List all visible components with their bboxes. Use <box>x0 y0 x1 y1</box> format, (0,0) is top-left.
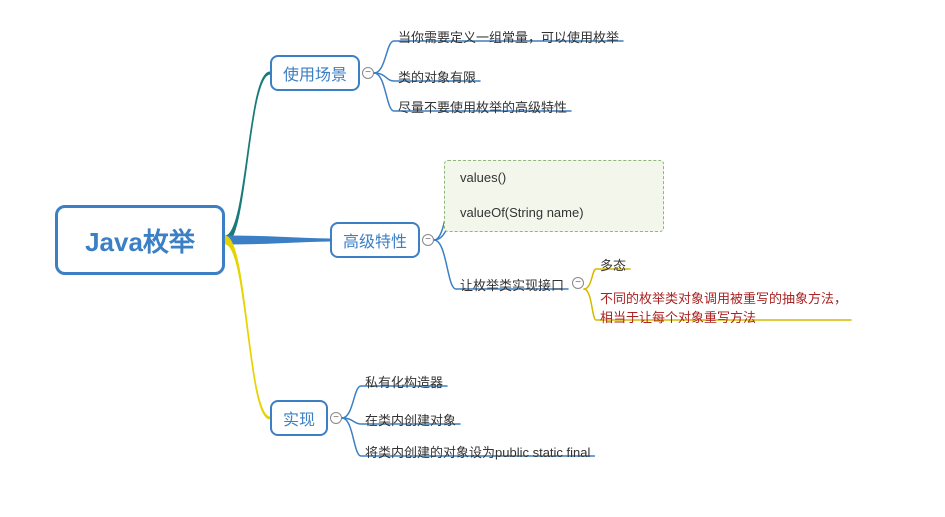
leaf-impl-0[interactable]: 私有化构造器 <box>365 372 443 391</box>
branch-usage[interactable]: 使用场景 <box>270 55 360 91</box>
leaf-adv-2-0[interactable]: 多态 <box>600 255 626 274</box>
leaf-line: 不同的枚举类对象调用被重写的抽象方法， <box>600 288 847 307</box>
leaf-usage-0[interactable]: 当你需要定义一组常量，可以使用枚举 <box>398 27 619 46</box>
branch-impl[interactable]: 实现 <box>270 400 328 436</box>
leaf-impl-2[interactable]: 将类内创建的对象设为public static final <box>365 442 590 461</box>
leaf-adv-1[interactable]: valueOf(String name) <box>460 205 584 220</box>
leaf-usage-2[interactable]: 尽量不要使用枚举的高级特性 <box>398 97 567 116</box>
leaf-adv-2-1[interactable]: 不同的枚举类对象调用被重写的抽象方法，相当于让每个对象重写方法 <box>600 288 847 326</box>
expander-adv[interactable]: − <box>422 234 434 246</box>
expander-usage[interactable]: − <box>362 67 374 79</box>
leaf-adv-0[interactable]: values() <box>460 170 506 185</box>
leaf-line: 相当于让每个对象重写方法 <box>600 307 847 326</box>
leaf-adv-2[interactable]: 让枚举类实现接口 <box>460 275 564 294</box>
leaf-impl-1[interactable]: 在类内创建对象 <box>365 410 456 429</box>
expander-adv-2[interactable]: − <box>572 277 584 289</box>
root-node[interactable]: Java枚举 <box>55 205 225 275</box>
branch-adv[interactable]: 高级特性 <box>330 222 420 258</box>
leaf-usage-1[interactable]: 类的对象有限 <box>398 67 476 86</box>
expander-impl[interactable]: − <box>330 412 342 424</box>
